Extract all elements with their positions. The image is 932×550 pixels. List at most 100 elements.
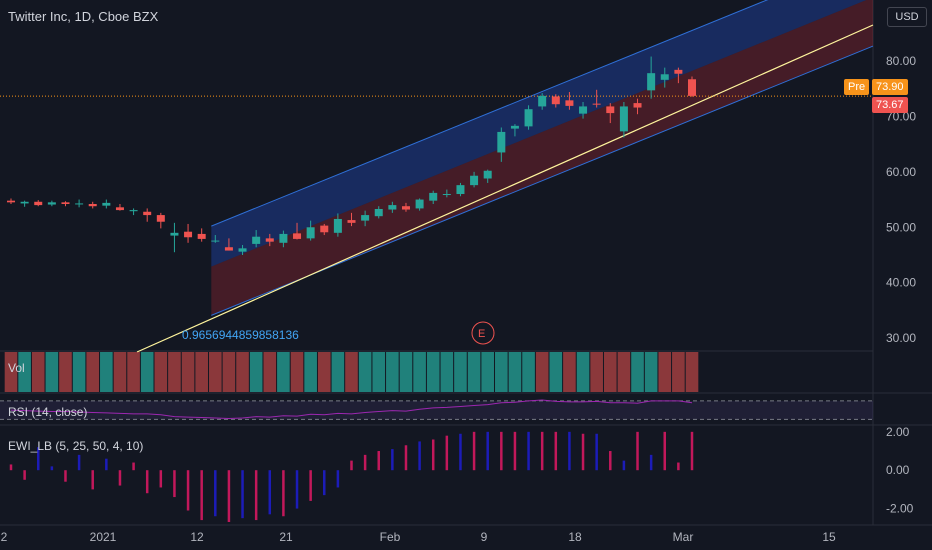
candle-body	[415, 199, 424, 209]
candle-body	[374, 208, 383, 217]
candle-body	[401, 206, 410, 210]
candle-body	[619, 106, 628, 132]
time-axis-tick: 15	[822, 530, 836, 544]
ewi-axis-tick: 2.00	[886, 425, 910, 439]
candle-body	[470, 175, 479, 186]
volume-bar	[4, 352, 18, 392]
time-axis-tick: 9	[481, 530, 488, 544]
candle-body	[129, 210, 138, 212]
time-axis-tick: Feb	[380, 530, 401, 544]
volume-bar	[535, 352, 549, 392]
candle-body	[279, 233, 288, 243]
time-axis-tick: 2	[1, 530, 8, 544]
last-price-tag: 73.67	[872, 97, 908, 113]
volume-bar	[563, 352, 576, 392]
volume-bar	[277, 352, 290, 392]
volume-bar	[45, 352, 59, 392]
price-axis-tick: 30.00	[886, 331, 916, 345]
volume-bar	[236, 352, 249, 392]
candle-body	[660, 74, 669, 80]
volume-bar	[426, 352, 440, 392]
candle-body	[347, 220, 356, 223]
candle-body	[333, 218, 342, 233]
candle-body	[592, 103, 601, 105]
premarket-price-value: 73.90	[872, 79, 908, 95]
chart-title: Twitter Inc, 1D, Cboe BZX	[8, 9, 159, 24]
volume-bar	[331, 352, 345, 392]
candle-body	[47, 202, 56, 205]
channel-center-line	[136, 24, 874, 353]
candle-body	[156, 215, 165, 222]
volume-bar	[576, 352, 590, 392]
volume-bar	[481, 352, 495, 392]
time-axis-tick: 21	[279, 530, 293, 544]
volume-bar	[113, 352, 127, 392]
volume-bar	[413, 352, 426, 392]
ewi-pane-label[interactable]: EWI_LB (5, 25, 50, 4, 10)	[8, 439, 144, 453]
time-axis-tick: 12	[190, 530, 204, 544]
volume-bar	[685, 352, 699, 392]
candle-body	[388, 205, 397, 210]
price-axis-tick: 40.00	[886, 276, 916, 290]
volume-bar	[100, 352, 113, 392]
candle-body	[238, 248, 247, 252]
candle-body	[538, 95, 547, 107]
candle-body	[61, 202, 70, 204]
ewi-axis-tick: -2.00	[886, 502, 914, 516]
candle-body	[633, 103, 642, 108]
volume-bar	[617, 352, 631, 392]
volume-bar	[140, 352, 154, 392]
candle-body	[456, 185, 465, 195]
rsi-line	[10, 399, 693, 419]
currency-selector[interactable]: USD	[887, 7, 927, 27]
volume-bar	[31, 352, 45, 392]
volume-bar	[522, 352, 535, 392]
volume-bar	[154, 352, 168, 392]
candle-body	[497, 131, 506, 153]
volume-bar	[658, 352, 672, 392]
volume-bar	[467, 352, 481, 392]
volume-bar	[508, 352, 522, 392]
price-axis-tick: 80.00	[886, 54, 916, 68]
time-axis-tick: 18	[568, 530, 582, 544]
volume-bar	[72, 352, 86, 392]
candle-body	[211, 240, 220, 242]
earnings-marker	[471, 321, 495, 345]
volume-bar	[168, 352, 181, 392]
volume-bar	[86, 352, 100, 392]
candle-body	[565, 100, 574, 106]
candle-body	[170, 232, 179, 236]
candle-body	[75, 203, 84, 205]
candle-body	[115, 207, 124, 211]
volume-pane-label[interactable]: Vol	[8, 361, 25, 375]
channel-upper-line	[211, 0, 769, 227]
candle-body	[7, 200, 15, 203]
premarket-price-tag: Pre	[844, 79, 870, 95]
volume-bar	[631, 352, 644, 392]
candle-body	[320, 225, 329, 233]
candle-body	[197, 233, 206, 239]
candle-body	[293, 233, 302, 239]
volume-bar	[222, 352, 236, 392]
rsi-band	[0, 400, 873, 420]
volume-bar	[590, 352, 603, 392]
candle-body	[524, 109, 533, 127]
time-axis-tick: 2021	[90, 530, 117, 544]
rsi-pane-label[interactable]: RSI (14, close)	[8, 405, 88, 419]
price-axis-tick: 60.00	[886, 165, 916, 179]
candle-body	[361, 215, 370, 221]
candle-body	[429, 192, 438, 201]
volume-bar	[208, 352, 222, 392]
volume-bar	[644, 352, 658, 392]
candle-body	[483, 170, 492, 179]
candle-body	[224, 247, 233, 251]
volume-bar	[263, 352, 277, 392]
candle-body	[88, 203, 97, 207]
candle-body	[606, 106, 615, 114]
volume-bar	[386, 352, 399, 392]
volume-bar	[317, 352, 331, 392]
volume-bar	[290, 352, 304, 392]
candle-body	[579, 106, 588, 114]
time-axis-tick: Mar	[673, 530, 694, 544]
